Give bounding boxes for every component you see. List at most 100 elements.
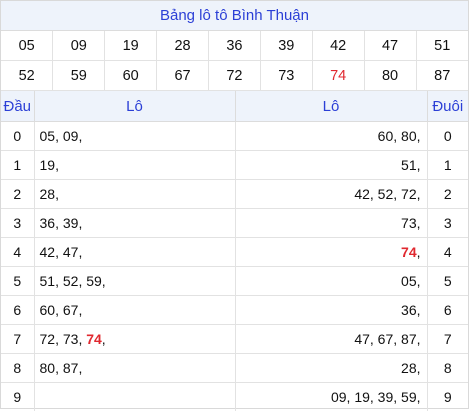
lo-right-cell: 05,	[235, 267, 427, 296]
separator: ,	[55, 331, 63, 347]
separator: ,	[55, 273, 63, 289]
separator: ,	[417, 331, 421, 347]
duoi-cell: 6	[427, 296, 468, 325]
number-cell: 05	[1, 31, 53, 61]
lo-number: 59	[401, 389, 417, 405]
loto-header-row: Đầu Lô Lô Đuôi	[1, 91, 468, 122]
number-cell: 28	[157, 31, 209, 61]
lo-number: 72	[401, 186, 417, 202]
dau-cell: 9	[1, 383, 34, 411]
header-lo-left: Lô	[34, 91, 235, 122]
lo-number: 80	[401, 128, 417, 144]
lo-number: 36	[40, 215, 56, 231]
separator: ,	[393, 331, 401, 347]
lo-number: 09	[331, 389, 347, 405]
lo-number: 39	[63, 215, 79, 231]
lo-number: 39	[378, 389, 394, 405]
header-duoi: Đuôi	[427, 91, 468, 122]
lo-left-cell: 72, 73, 74,	[34, 325, 235, 354]
number-cell: 39	[260, 31, 312, 61]
separator: ,	[55, 186, 59, 202]
number-cell: 51	[416, 31, 468, 61]
separator: ,	[55, 360, 63, 376]
number-cell: 73	[260, 61, 312, 91]
lo-number: 47	[63, 244, 79, 260]
lo-left-cell: 60, 67,	[34, 296, 235, 325]
number-cell: 42	[312, 31, 364, 61]
separator: ,	[78, 128, 82, 144]
lo-right-cell: 74,	[235, 238, 427, 267]
number-cell: 19	[105, 31, 157, 61]
lo-number: 28	[40, 186, 56, 202]
lo-number: 42	[354, 186, 370, 202]
separator: ,	[102, 331, 106, 347]
separator: ,	[417, 157, 421, 173]
dau-cell: 2	[1, 180, 34, 209]
lo-number: 19	[40, 157, 56, 173]
dau-cell: 4	[1, 238, 34, 267]
separator: ,	[55, 244, 63, 260]
lo-number: 74	[401, 244, 417, 260]
number-cell: 80	[364, 61, 416, 91]
separator: ,	[370, 389, 378, 405]
lo-number: 51	[401, 157, 417, 173]
dau-cell: 6	[1, 296, 34, 325]
lo-left-cell: 28,	[34, 180, 235, 209]
separator: ,	[370, 331, 378, 347]
number-cell: 87	[416, 61, 468, 91]
lo-number: 60	[378, 128, 394, 144]
separator: ,	[78, 360, 82, 376]
lo-right-cell: 36,	[235, 296, 427, 325]
lo-left-cell: 42, 47,	[34, 238, 235, 267]
separator: ,	[417, 389, 421, 405]
duoi-cell: 5	[427, 267, 468, 296]
separator: ,	[417, 128, 421, 144]
header-dau: Đầu	[1, 91, 34, 122]
lo-number: 67	[378, 331, 394, 347]
dau-cell: 5	[1, 267, 34, 296]
lo-number: 05	[40, 128, 56, 144]
lo-number: 36	[401, 302, 417, 318]
duoi-cell: 2	[427, 180, 468, 209]
number-cell: 59	[53, 61, 105, 91]
lo-left-cell	[34, 383, 235, 411]
lo-right-cell: 28,	[235, 354, 427, 383]
duoi-cell: 9	[427, 383, 468, 411]
separator: ,	[417, 215, 421, 231]
lo-number: 52	[378, 186, 394, 202]
dau-cell: 8	[1, 354, 34, 383]
duoi-cell: 3	[427, 209, 468, 238]
lo-number: 51	[40, 273, 56, 289]
separator: ,	[417, 186, 421, 202]
lo-left-cell: 51, 52, 59,	[34, 267, 235, 296]
separator: ,	[55, 302, 63, 318]
lo-number: 09	[63, 128, 79, 144]
header-lo-right: Lô	[235, 91, 427, 122]
separator: ,	[55, 157, 59, 173]
dau-cell: 1	[1, 151, 34, 180]
lo-number: 19	[354, 389, 370, 405]
lo-right-cell: 42, 52, 72,	[235, 180, 427, 209]
lo-left-cell: 05, 09,	[34, 122, 235, 151]
lo-right-cell: 51,	[235, 151, 427, 180]
lo-right-cell: 73,	[235, 209, 427, 238]
separator: ,	[417, 302, 421, 318]
lo-number: 42	[40, 244, 56, 260]
lo-number: 28	[401, 360, 417, 376]
dau-cell: 3	[1, 209, 34, 238]
separator: ,	[102, 273, 106, 289]
separator: ,	[55, 128, 63, 144]
number-cell: 67	[157, 61, 209, 91]
